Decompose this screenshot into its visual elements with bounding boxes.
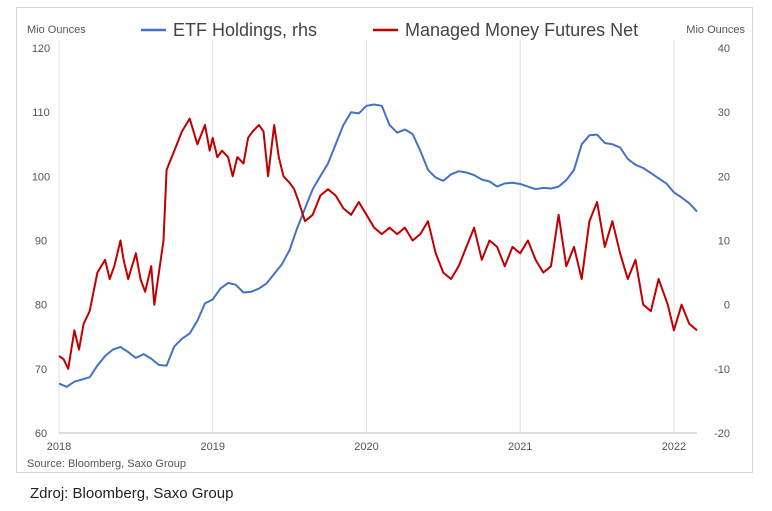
- chart-source-note: Source: Bloomberg, Saxo Group: [27, 458, 186, 470]
- series-layer: [58, 103, 698, 388]
- left-tick-label: 120: [32, 43, 50, 55]
- tick-layer: 2018 2019 2020 2021 202260708090100110120-20…: [32, 43, 730, 453]
- left-tick-label: 80: [35, 300, 47, 312]
- left-axis-label: Mio Ounces: [27, 24, 86, 36]
- legend-label: ETF Holdings, rhs: [173, 20, 317, 40]
- right-tick-label: 0: [724, 300, 730, 312]
- x-tick-label: 2021: [508, 441, 532, 453]
- right-tick-label: -20: [714, 428, 730, 440]
- x-tick-label: 2020: [354, 441, 378, 453]
- left-tick-label: 70: [35, 364, 47, 376]
- legend-label: Managed Money Futures Net: [405, 20, 638, 40]
- chart-frame: 2018 2019 2020 2021 2022 60 70 80 90 100 110 120 -20…: [16, 7, 753, 473]
- series-line-etf-holdings: [58, 103, 698, 388]
- chart-svg: 2018 2019 2020 2021 202260708090100110120-20…: [27, 20, 745, 470]
- series-line-managed-money: [58, 117, 698, 370]
- right-tick-label: 10: [718, 236, 730, 248]
- x-tick-label: 2018: [47, 441, 71, 453]
- right-tick-label: 20: [718, 171, 730, 183]
- left-tick-label: 110: [32, 107, 50, 119]
- right-tick-label: 40: [718, 43, 730, 55]
- left-tick-label: 90: [35, 236, 47, 248]
- right-tick-label: -10: [714, 364, 730, 376]
- grid-layer: [58, 40, 675, 433]
- right-tick-label: 30: [718, 107, 730, 119]
- caption: Zdroj: Bloomberg, Saxo Group: [30, 485, 234, 502]
- left-tick-label: 60: [35, 428, 47, 440]
- left-tick-label: 100: [32, 171, 50, 183]
- x-tick-label: 2022: [662, 441, 686, 453]
- right-axis-label: Mio Ounces: [686, 24, 745, 36]
- legend: ETF Holdings, rhs Managed Money Futures N…: [141, 20, 638, 40]
- x-tick-label: 2019: [200, 441, 224, 453]
